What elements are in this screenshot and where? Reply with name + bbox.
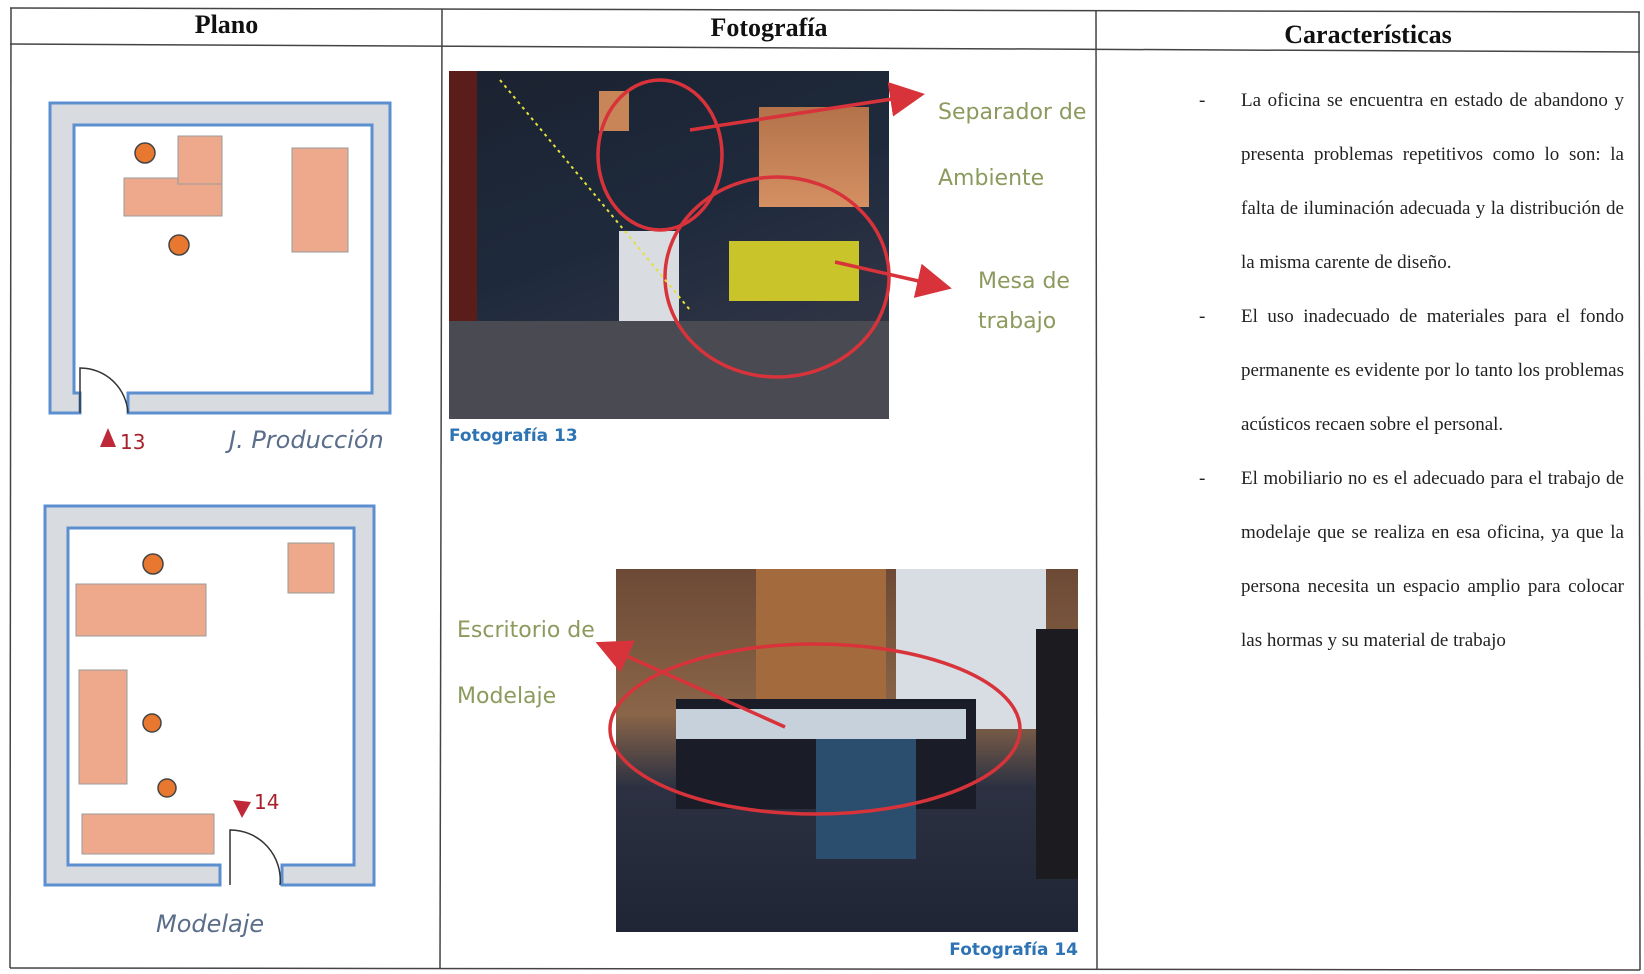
annotation-line: Ambiente — [938, 166, 1045, 191]
annotation: Escritorio de Modelaje — [457, 598, 595, 730]
plan-name: Modelaje — [156, 910, 265, 938]
annotation-line: Mesa de — [978, 269, 1070, 294]
characteristic-text: La oficina se encuentra en estado de aba… — [1241, 90, 1624, 273]
photo-caption: Fotografía 14 — [949, 940, 1078, 960]
characteristic-text: El uso inadecuado de materiales para el … — [1241, 306, 1624, 435]
floor-plans — [43, 101, 392, 887]
header-caracteristicas: Características — [1284, 20, 1452, 49]
bullet: - — [1199, 468, 1206, 489]
annotation: Separador de Ambiente — [938, 80, 1086, 212]
characteristic: - El uso inadecuado de materiales para el… — [1199, 290, 1624, 452]
annotation-line: Separador de — [938, 100, 1087, 125]
annotation: Mesa de trabajo — [978, 262, 1070, 342]
bullet: - — [1199, 306, 1206, 327]
photo-14 — [616, 569, 1078, 932]
characteristic: - El mobiliario no es el adecuado para el… — [1199, 452, 1624, 668]
characteristics-list: - La oficina se encuentra en estado de ab… — [1199, 74, 1624, 668]
characteristic: - La oficina se encuentra en estado de ab… — [1199, 74, 1624, 290]
photo-caption: Fotografía 13 — [449, 426, 578, 446]
characteristic-text: El mobiliario no es el adecuado para el … — [1241, 468, 1624, 651]
bullet: - — [1199, 90, 1206, 111]
photo-13 — [449, 71, 889, 419]
header-plano: Plano — [194, 10, 259, 39]
plan-marker: 13 — [120, 430, 146, 454]
header-fotografia: Fotografía — [710, 13, 828, 42]
annotation-line: Escritorio de — [457, 618, 595, 643]
annotation-line: Modelaje — [457, 684, 557, 709]
plan-name: J. Producción — [229, 426, 384, 454]
annotation-line: trabajo — [978, 309, 1057, 334]
plan-marker: 14 — [254, 790, 280, 814]
